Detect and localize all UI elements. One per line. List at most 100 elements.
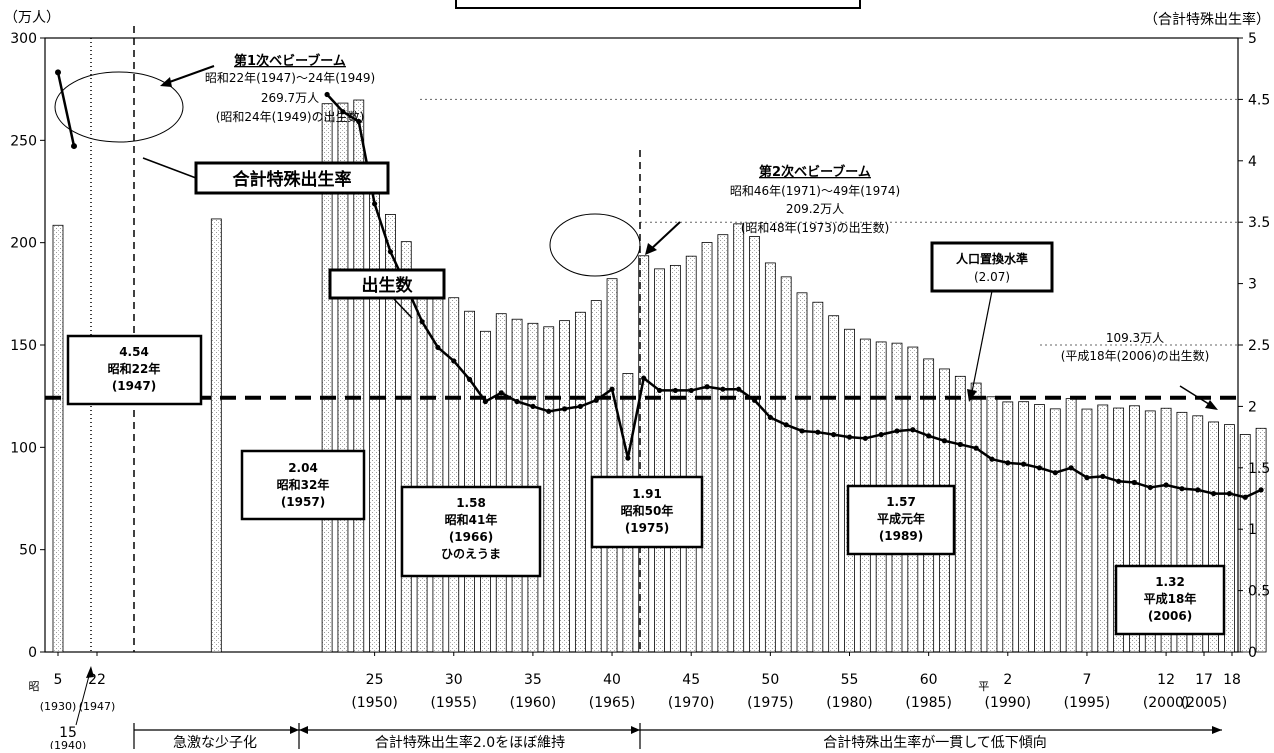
x-tick-top-14: 18 [1223,672,1241,688]
x-tick-1940-bottom: (1940) [50,739,87,749]
left-axis-ticks: 0 50 100 150 200 250 300 [10,31,45,661]
tfr-point-1949 [356,118,362,125]
birth-bar-1973 [733,223,745,653]
left-tick-label-6: 300 [10,31,37,47]
boom1-arrow [163,65,215,85]
callout-1975: 1.91 昭和50年 (1975) [590,475,704,549]
era2-arrowhead-left [299,726,308,734]
tfr-label: 合計特殊出生率 [233,169,352,190]
callout-2006: 1.32 平成18年 (2006) [1114,564,1226,636]
birth-bar-1991 [1018,401,1030,653]
tfr-point-1956 [466,376,473,382]
boom2-arrowhead [645,243,657,255]
callout-1957: 2.04 昭和32年 (1957) [240,449,366,521]
x-tick-top-2: 25 [366,672,384,688]
right-tick-label-1: 0.5 [1248,584,1270,600]
boom2-period: 昭和46年(1971)～49年(1974) [730,184,900,198]
tfr-point-1990 [1005,460,1011,466]
birth-bar-1940 [210,218,222,653]
tfr-point-1997 [1116,478,1122,484]
births-label-pointer [392,297,413,319]
birth-bar-1965 [606,278,618,653]
tfr-point-1992 [1036,465,1043,471]
birth-bar-1969 [669,264,681,653]
callout-1975-box [590,475,704,549]
tfr-point-1978 [815,429,821,435]
right-tick-label-4: 2 [1248,399,1257,415]
callout-1947: 4.54 昭和22年 (1947) [66,334,203,406]
births-2006-note: (平成18年(2006)の出生数) [1061,348,1210,363]
tfr-point-1975 [767,414,773,421]
tfr-point-2005 [1242,494,1248,500]
tfr-point-1967 [641,375,647,381]
x-tick-bottom-10: (1990) [985,695,1032,711]
callout-1966-year: (1966) [449,530,493,544]
birth-bar-1971 [701,242,713,653]
x-tick-prefix-0: 昭 [29,680,40,693]
callout-2006-era: 平成18年 [1144,591,1197,606]
right-tick-label-9: 4.5 [1248,92,1270,108]
left-axis-unit: （万人） [4,10,60,26]
tfr-point-1986 [941,438,948,444]
era3-arrowhead [1212,726,1222,734]
x-tick-bottom-9: (1985) [905,695,952,711]
callout-1989-era: 平成元年 [877,511,925,526]
tfr-label-box [194,161,390,195]
boom1-births: 269.7万人 [261,91,319,105]
left-tick-label-3: 150 [10,338,37,354]
tfr-point-1995 [1084,475,1090,481]
right-tick-label-5: 2.5 [1248,338,1270,354]
right-tick-label-10: 5 [1248,31,1257,47]
callout-1957-value: 2.04 [288,461,318,475]
births-label: 出生数 [362,275,414,296]
birth-bar-1951 [385,214,396,653]
right-axis-ticks: 0 0.5 1 1.5 2 2.5 3 3.5 4 4.5 5 [1238,31,1270,661]
boom1-annotation: 第1次ベビーブーム 昭和22年(1947)～24年(1949) 269.7万人 … [160,53,375,124]
replacement-arrowhead [967,389,977,402]
callout-1966: 1.58 昭和41年 (1966) ひのえうま [400,485,542,578]
birth-bar-1950 [369,173,381,653]
birth-bar-1962 [559,320,570,653]
tfr-point-1930 [55,69,61,76]
callout-1966-value: 1.58 [456,496,486,510]
birth-bar-1963 [574,311,586,653]
boom2-annotation: 第2次ベビーブーム 昭和46年(1971)～49年(1974) 209.2万人 … [645,164,900,255]
tfr-point-2003 [1210,490,1217,497]
x-tick-top-9: 60 [920,672,938,688]
tfr-point-1971 [704,384,710,390]
callout-1989-value: 1.57 [886,495,916,509]
boom2-arrow [649,221,681,251]
tfr-point-1979 [831,432,837,438]
x-tick-bottom-1: (1947) [79,700,116,713]
birth-bar-1947 [321,103,333,653]
x-tick-bottom-5: (1965) [589,695,636,711]
x-tick-1940-arrowhead [86,666,94,678]
x-tick-top-10: 2 [1003,672,1012,688]
x-tick-bottom-11: (1995) [1064,695,1111,711]
x-tick-top-3: 30 [445,672,463,688]
x-axis-ticks: 5(1930)昭 22(1947)25(1950)30(1955)35(1960)… [29,652,1241,752]
tfr-point-2004 [1226,490,1233,497]
tfr-point-2001 [1179,486,1185,492]
tfr-point-1998 [1131,479,1138,486]
era2-label: 合計特殊出生率2.0をほぼ維持 [375,734,565,749]
tfr-point-1991 [1021,461,1027,467]
replacement-callout: 人口置換水準 (2.07) [930,241,1054,402]
birth-bar-2005 [1239,434,1251,653]
era1-arrowhead [290,726,299,734]
right-tick-label-6: 3 [1248,277,1257,293]
birth-bar-2003 [1208,421,1219,653]
x-tick-top-13: 17 [1195,672,1213,688]
birth-bar-1997 [1113,407,1125,653]
tfr-point-1985 [926,433,932,439]
boom1-ellipse [54,71,184,143]
birth-bar-1998 [1129,405,1140,653]
tfr-point-1984 [910,427,916,433]
tfr-point-1969 [672,387,678,394]
era2-arrowhead-right [631,726,640,734]
boom2-title: 第2次ベビーブーム [759,164,871,180]
x-tick-top-12: 12 [1157,672,1175,688]
tfr-point-1974 [751,397,758,403]
